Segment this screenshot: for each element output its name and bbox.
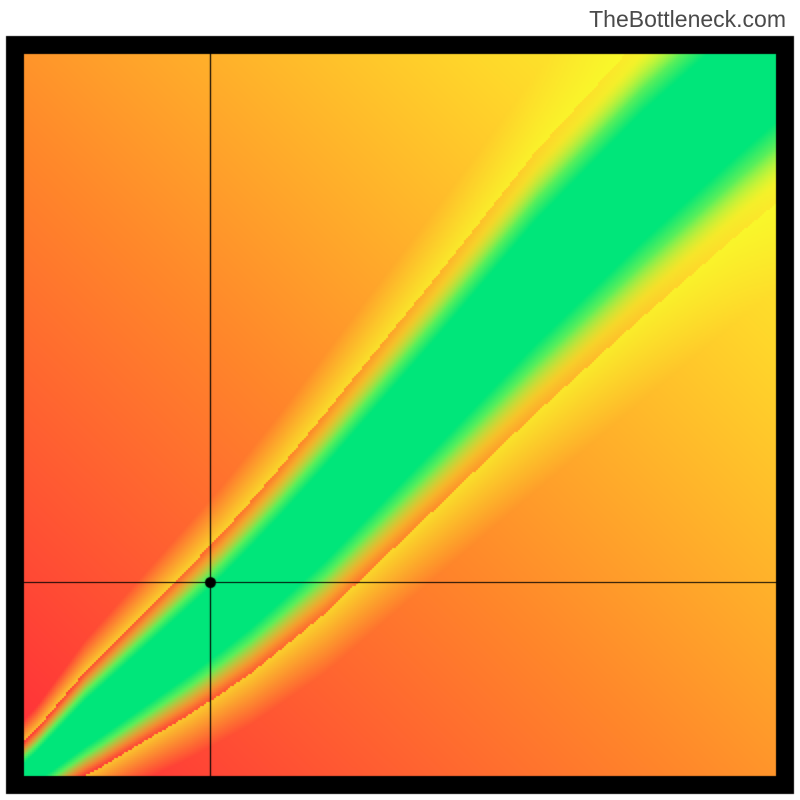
heatmap-canvas [0, 0, 800, 800]
chart-container: TheBottleneck.com [0, 0, 800, 800]
watermark-text: TheBottleneck.com [589, 6, 786, 33]
